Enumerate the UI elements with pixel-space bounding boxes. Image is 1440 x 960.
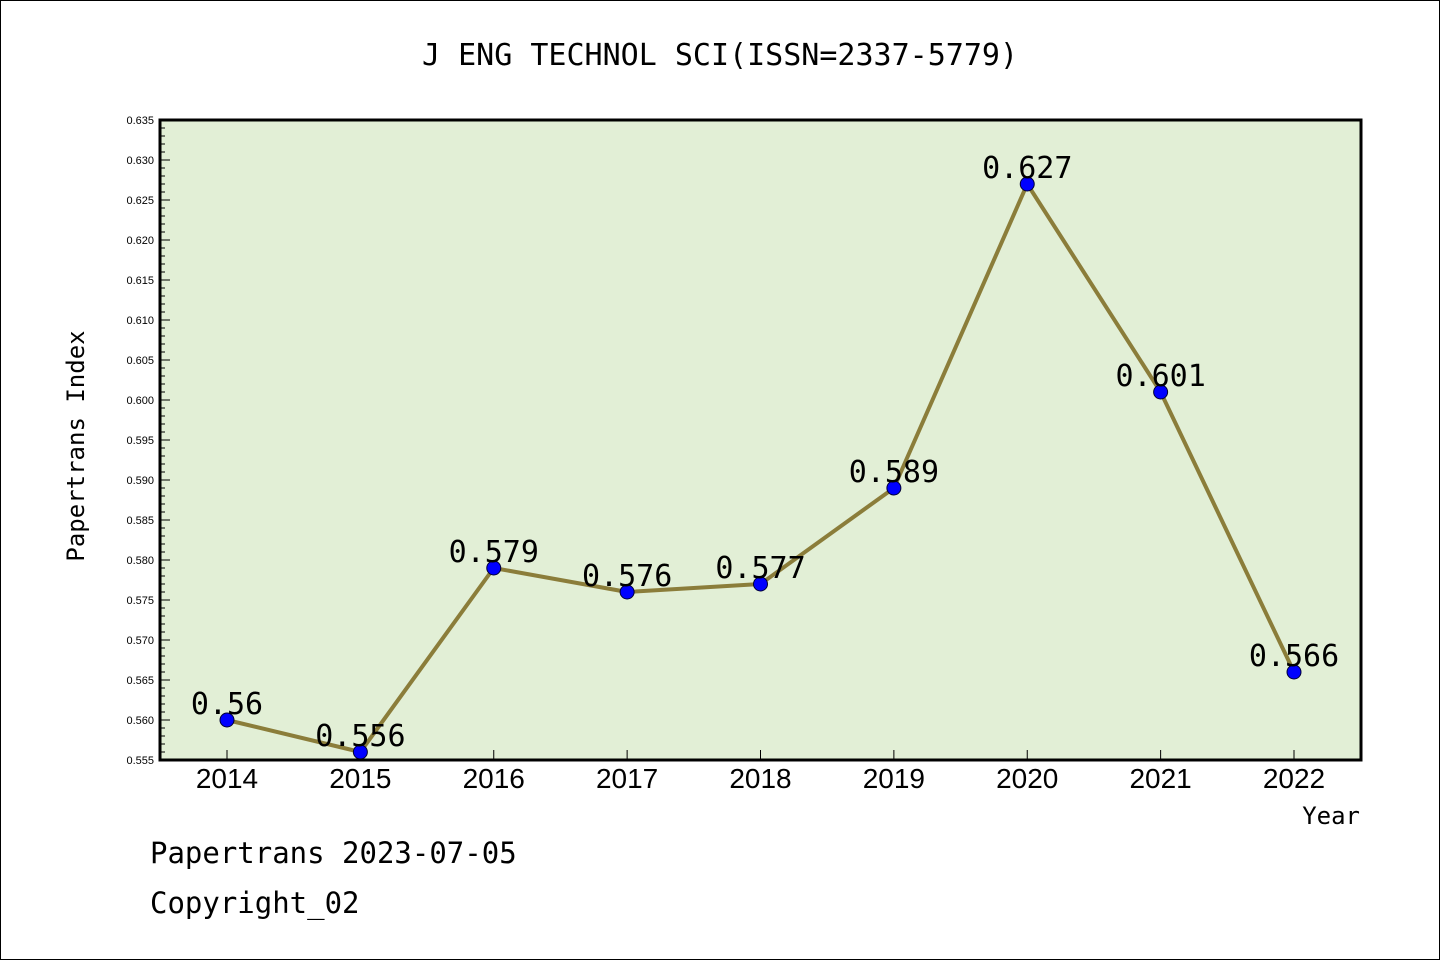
y-tick-label: 0.560 — [126, 715, 154, 727]
x-tick-label: 2022 — [1263, 763, 1325, 794]
x-tick-label: 2018 — [729, 763, 791, 794]
y-tick-label: 0.635 — [126, 115, 154, 127]
data-label: 0.577 — [715, 551, 805, 586]
data-label: 0.56 — [191, 687, 263, 722]
plot-area — [160, 120, 1361, 760]
data-point — [619, 584, 635, 600]
x-axis-label: Year — [1302, 802, 1360, 830]
y-tick-label: 0.605 — [126, 355, 154, 367]
chart-title: J ENG TECHNOL SCI(ISSN=2337-5779) — [421, 38, 1019, 73]
data-label: 0.627 — [982, 151, 1072, 186]
y-tick-label: 0.575 — [126, 595, 154, 607]
data-point — [886, 480, 902, 496]
data-label: 0.601 — [1115, 359, 1205, 394]
y-tick-label: 0.610 — [126, 315, 154, 327]
x-tick-label: 2014 — [196, 763, 258, 794]
x-tick-label: 2016 — [463, 763, 525, 794]
y-tick-label: 0.615 — [126, 275, 154, 287]
x-tick-label: 2019 — [863, 763, 925, 794]
y-tick-label: 0.630 — [126, 155, 154, 167]
data-point — [219, 712, 235, 728]
data-label: 0.589 — [849, 455, 939, 490]
data-label: 0.566 — [1249, 639, 1339, 674]
markers-group — [219, 176, 1302, 760]
footer-copyright: Copyright_02 — [150, 886, 360, 920]
data-point — [753, 576, 768, 592]
data-point — [1286, 664, 1302, 680]
x-tick-label: 2015 — [329, 763, 391, 794]
footer-date: Papertrans 2023-07-05 — [150, 836, 517, 870]
y-tick-label: 0.570 — [126, 635, 154, 647]
data-point — [1019, 176, 1035, 192]
y-tick-label: 0.625 — [126, 195, 154, 207]
y-tick-label: 0.620 — [126, 235, 154, 247]
y-tick-label: 0.580 — [126, 555, 154, 567]
data-label: 0.556 — [315, 719, 405, 754]
y-tick-label: 0.590 — [126, 475, 154, 487]
y-tick-label: 0.600 — [126, 395, 154, 407]
data-labels-group: 0.56 0.556 0.579 0.576 0.577 0.589 0.627 0.601 0… — [191, 151, 1339, 754]
data-label: 0.576 — [582, 559, 672, 594]
x-axis-ticks: 2014 2015 2016 2017 2018 2019 2020 2021 2022 — [196, 750, 1325, 794]
y-tick-label: 0.585 — [126, 515, 154, 527]
plot-border — [158, 118, 1363, 762]
y-tick-label: 0.595 — [126, 435, 154, 447]
x-tick-label: 2021 — [1129, 763, 1191, 794]
data-point — [486, 560, 502, 576]
y-axis-ticks: 0.555 0.560 0.565 0.570 0.575 0.580 0.585 0.590… — [126, 115, 170, 767]
x-tick-label: 2020 — [996, 763, 1058, 794]
data-point — [1153, 384, 1169, 400]
data-label: 0.579 — [449, 535, 539, 570]
y-tick-label: 0.555 — [126, 755, 154, 767]
x-tick-label: 2017 — [596, 763, 658, 794]
y-tick-label: 0.565 — [126, 675, 154, 687]
